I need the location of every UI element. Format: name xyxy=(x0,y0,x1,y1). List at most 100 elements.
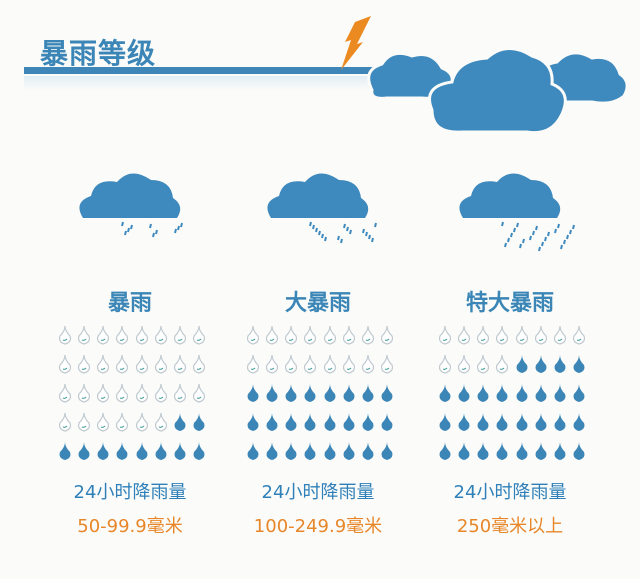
rain-streak xyxy=(504,242,507,248)
rain-streak xyxy=(121,221,124,227)
raindrop-empty-icon xyxy=(361,325,374,345)
raindrop-filled-icon xyxy=(477,441,489,460)
raindrop-empty-icon xyxy=(266,325,279,345)
raindrop-filled-icon xyxy=(573,383,585,402)
raindrop-empty-icon xyxy=(266,354,279,374)
rain-streak xyxy=(174,228,177,234)
rain-streak xyxy=(544,236,547,242)
raindrop-empty-icon xyxy=(97,383,110,403)
raindrop-empty-icon xyxy=(173,325,186,345)
rain-streak xyxy=(569,229,572,235)
rain-streak xyxy=(124,230,127,236)
raindrop-row xyxy=(437,378,587,407)
raindrop-filled-icon xyxy=(439,412,451,431)
raindrop-empty-icon xyxy=(534,325,547,345)
rain-streak xyxy=(365,231,368,237)
rain-streak xyxy=(340,238,343,244)
rain-streak xyxy=(532,230,535,236)
raindrop-row xyxy=(437,407,587,436)
raindrop-empty-icon xyxy=(97,354,110,374)
raindrop-filled-icon xyxy=(324,383,336,402)
raindrop-empty-icon xyxy=(323,325,336,345)
raindrop-filled-icon xyxy=(174,441,186,460)
raindrop-filled-icon xyxy=(381,383,393,402)
raindrop-row xyxy=(57,436,207,465)
raindrop-empty-icon xyxy=(380,354,394,374)
raindrop-empty-icon xyxy=(458,354,471,374)
raindrop-empty-icon xyxy=(154,383,167,403)
rain-streak xyxy=(519,243,522,249)
rain-streak xyxy=(510,232,513,238)
raindrop-filled-icon xyxy=(285,441,297,460)
raindrop-filled-icon xyxy=(247,383,259,402)
title-underline xyxy=(24,67,374,74)
raindrop-filled-icon xyxy=(266,383,278,402)
rain-streak xyxy=(343,223,346,229)
rain-streak xyxy=(321,233,324,239)
raindrop-filled-icon xyxy=(535,412,547,431)
raindrop-filled-icon xyxy=(97,441,109,460)
raindrop-grid xyxy=(245,320,395,465)
rainfall-amount: 100-249.9毫米 xyxy=(253,516,383,537)
rainfall-label: 24小时降雨量 xyxy=(261,482,375,503)
rainfall-amount: 50-99.9毫米 xyxy=(77,516,183,537)
raindrop-grid xyxy=(437,320,587,465)
rain-streak xyxy=(362,228,365,234)
raindrop-filled-icon xyxy=(477,412,489,431)
raindrop-filled-icon xyxy=(362,441,374,460)
raindrop-empty-icon xyxy=(78,412,91,432)
rain-streak xyxy=(547,231,550,237)
rain-streak xyxy=(312,224,315,230)
raindrop-empty-icon xyxy=(58,354,72,374)
raindrop-empty-icon xyxy=(97,325,110,345)
rain-streak xyxy=(513,227,516,233)
raindrop-filled-icon xyxy=(381,441,393,460)
raindrop-empty-icon xyxy=(154,325,167,345)
raindrop-empty-icon xyxy=(496,325,509,345)
raindrop-filled-icon xyxy=(247,412,259,431)
raindrop-row xyxy=(245,436,395,465)
raindrop-row xyxy=(437,349,587,378)
raindrop-filled-icon xyxy=(516,383,528,402)
level-name: 特大暴雨 xyxy=(465,291,554,316)
raindrop-filled-icon xyxy=(573,441,585,460)
rain-streak xyxy=(566,234,569,240)
raindrop-filled-icon xyxy=(362,383,374,402)
rain-cloud-icon xyxy=(459,173,575,252)
rain-streak xyxy=(149,223,152,229)
rain-streak xyxy=(368,234,371,240)
raindrop-empty-icon xyxy=(135,383,148,403)
raindrop-filled-icon xyxy=(343,412,355,431)
rain-streak xyxy=(309,221,312,227)
rain-streak xyxy=(572,224,575,230)
raindrop-empty-icon xyxy=(342,354,355,374)
raindrop-filled-icon xyxy=(535,354,547,373)
raindrop-filled-icon xyxy=(155,441,167,460)
raindrop-row xyxy=(245,320,395,349)
raindrop-empty-icon xyxy=(285,325,298,345)
raindrop-filled-icon xyxy=(554,383,566,402)
raindrop-empty-icon xyxy=(173,354,186,374)
raindrop-filled-icon xyxy=(458,383,470,402)
raindrop-filled-icon xyxy=(554,412,566,431)
raindrop-filled-icon xyxy=(285,383,297,402)
raindrop-filled-icon xyxy=(136,441,148,460)
rain-streak xyxy=(529,235,532,241)
rain-streak xyxy=(538,246,541,252)
raindrop-filled-icon xyxy=(362,412,374,431)
raindrop-empty-icon xyxy=(116,412,129,432)
level-name: 暴雨 xyxy=(107,291,152,316)
raindrop-empty-icon xyxy=(116,383,129,403)
rain-streak xyxy=(516,222,519,228)
level-name: 大暴雨 xyxy=(284,291,351,316)
raindrop-empty-icon xyxy=(154,354,167,374)
rain-streak xyxy=(522,238,525,244)
raindrop-filled-icon xyxy=(573,354,585,373)
raindrop-filled-icon xyxy=(343,383,355,402)
rain-streak xyxy=(177,225,180,231)
raindrop-empty-icon xyxy=(78,325,91,345)
raindrop-filled-icon xyxy=(496,441,508,460)
rain-streak xyxy=(349,229,352,235)
raindrop-filled-icon xyxy=(554,441,566,460)
lightning-icon xyxy=(341,16,371,70)
